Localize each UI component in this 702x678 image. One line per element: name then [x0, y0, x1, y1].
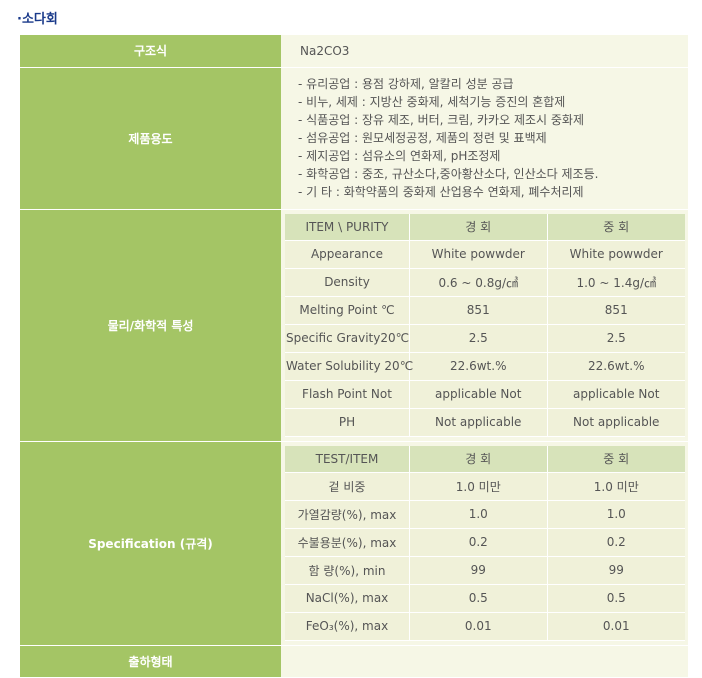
table-row: 함 량(%), min 99 99	[285, 556, 685, 585]
property-name: PH	[285, 408, 410, 437]
page-title: ·소다회	[17, 12, 58, 27]
dense-value: White powwder	[547, 240, 685, 269]
test-item: NaCl(%), max	[285, 584, 410, 613]
table-row: 수불용분(%), max 0.2 0.2	[285, 528, 685, 557]
property-name: Specific Gravity20℃	[285, 324, 410, 353]
column-header: ITEM \ PURITY	[285, 213, 410, 241]
specification-table: TEST/ITEM 경 회 중 회 겉 비중 1.0 미만 1.0 미만 가열감…	[285, 445, 685, 641]
light-value: 2.5	[410, 324, 548, 353]
product-spec-table: 구조식 Na2CO3 제품용도 유리공업 : 용점 강하제, 알칼리 성분 공급…	[20, 35, 688, 678]
shipping-label: 출하형태	[20, 645, 281, 678]
properties-cell: ITEM \ PURITY 경 회 중 회 Appearance White p…	[281, 209, 688, 442]
dense-value: 2.5	[547, 324, 685, 353]
column-header: TEST/ITEM	[285, 445, 410, 473]
specification-header-row: TEST/ITEM 경 회 중 회	[285, 445, 685, 473]
specification-label: Specification (규격)	[20, 441, 281, 646]
usage-item: 섬유공업 : 원모세정공정, 제품의 정련 및 표백제	[298, 129, 688, 147]
light-value: 0.2	[410, 528, 548, 557]
property-name: Density	[285, 268, 410, 297]
light-value: 1.0	[410, 500, 548, 529]
light-value: White powwder	[410, 240, 548, 269]
dense-value: 99	[547, 556, 685, 585]
dense-value: applicable Not	[547, 380, 685, 409]
properties-row: 물리/화학적 특성 ITEM \ PURITY 경 회 중 회 Appearan…	[20, 209, 688, 442]
usage-item: 화학공업 : 중조, 규산소다,중아황산소다, 인산소다 제조등.	[298, 165, 688, 183]
table-row: Density 0.6 ~ 0.8g/㎤ 1.0 ~ 1.4g/㎤	[285, 268, 685, 297]
table-row: Melting Point ℃ 851 851	[285, 296, 685, 325]
test-item: 겉 비중	[285, 472, 410, 501]
test-item: 함 량(%), min	[285, 556, 410, 585]
usage-item: 제지공업 : 섬유소의 연화제, pH조정제	[298, 147, 688, 165]
table-row: 가열감량(%), max 1.0 1.0	[285, 500, 685, 529]
light-value: 1.0 미만	[410, 472, 548, 501]
light-value: 851	[410, 296, 548, 325]
column-header: 경 회	[410, 213, 548, 241]
table-row: PH Not applicable Not applicable	[285, 408, 685, 437]
table-row: Appearance White powwder White powwder	[285, 240, 685, 269]
dense-value: 1.0 ~ 1.4g/㎤	[547, 268, 685, 297]
usage-item: 유리공업 : 용점 강하제, 알칼리 성분 공급	[298, 75, 688, 93]
property-name: Melting Point ℃	[285, 296, 410, 325]
shipping-value	[281, 645, 688, 678]
table-row: FeO₃(%), max 0.01 0.01	[285, 612, 685, 641]
table-row: Flash Point Not applicable Not applicabl…	[285, 380, 685, 409]
dense-value: 0.5	[547, 584, 685, 613]
structure-value: Na2CO3	[281, 35, 688, 68]
column-header: 경 회	[410, 445, 548, 473]
table-row: 겉 비중 1.0 미만 1.0 미만	[285, 472, 685, 501]
dense-value: 22.6wt.%	[547, 352, 685, 381]
properties-label: 물리/화학적 특성	[20, 209, 281, 442]
specification-cell: TEST/ITEM 경 회 중 회 겉 비중 1.0 미만 1.0 미만 가열감…	[281, 441, 688, 646]
structure-row: 구조식 Na2CO3	[20, 35, 688, 68]
dense-value: 851	[547, 296, 685, 325]
column-header: 중 회	[547, 445, 685, 473]
property-name: Water Solubility 20℃	[285, 352, 413, 381]
specification-row: Specification (규격) TEST/ITEM 경 회 중 회 겉 비…	[20, 441, 688, 646]
properties-header-row: ITEM \ PURITY 경 회 중 회	[285, 213, 685, 241]
dense-value: 0.2	[547, 528, 685, 557]
test-item: 수불용분(%), max	[285, 528, 410, 557]
dense-value: 1.0 미만	[547, 472, 685, 501]
light-value: applicable Not	[410, 380, 548, 409]
dense-value: Not applicable	[547, 408, 685, 437]
property-name: Appearance	[285, 240, 410, 269]
light-value: 0.01	[410, 612, 548, 641]
usage-item: 비누, 세제 : 지방산 중화제, 세척기능 증진의 혼합제	[298, 93, 688, 111]
property-name: Flash Point Not	[285, 380, 410, 409]
usage-item: 식품공업 : 장유 제조, 버터, 크림, 카카오 제조시 중화제	[298, 111, 688, 129]
dense-value: 0.01	[547, 612, 685, 641]
table-row: NaCl(%), max 0.5 0.5	[285, 584, 685, 613]
properties-table: ITEM \ PURITY 경 회 중 회 Appearance White p…	[285, 213, 685, 437]
column-header: 중 회	[547, 213, 685, 241]
light-value: 22.6wt.%	[410, 352, 548, 381]
test-item: 가열감량(%), max	[285, 500, 410, 529]
light-value: 99	[410, 556, 548, 585]
shipping-row: 출하형태	[20, 645, 688, 678]
light-value: 0.5	[410, 584, 548, 613]
table-row: Specific Gravity20℃ 2.5 2.5	[285, 324, 685, 353]
dense-value: 1.0	[547, 500, 685, 529]
test-item: FeO₃(%), max	[285, 612, 410, 641]
table-row: Water Solubility 20℃ 22.6wt.% 22.6wt.%	[285, 352, 685, 381]
usage-label: 제품용도	[20, 67, 281, 210]
usage-list: 유리공업 : 용점 강하제, 알칼리 성분 공급 비누, 세제 : 지방산 중화…	[281, 69, 688, 207]
usage-row: 제품용도 유리공업 : 용점 강하제, 알칼리 성분 공급 비누, 세제 : 지…	[20, 67, 688, 210]
light-value: Not applicable	[410, 408, 548, 437]
light-value: 0.6 ~ 0.8g/㎤	[410, 268, 548, 297]
usage-cell: 유리공업 : 용점 강하제, 알칼리 성분 공급 비누, 세제 : 지방산 중화…	[281, 67, 688, 210]
structure-label: 구조식	[20, 35, 281, 68]
usage-item: 기 타 : 화학약품의 중화제 산업용수 연화제, 폐수처리제	[298, 183, 688, 201]
